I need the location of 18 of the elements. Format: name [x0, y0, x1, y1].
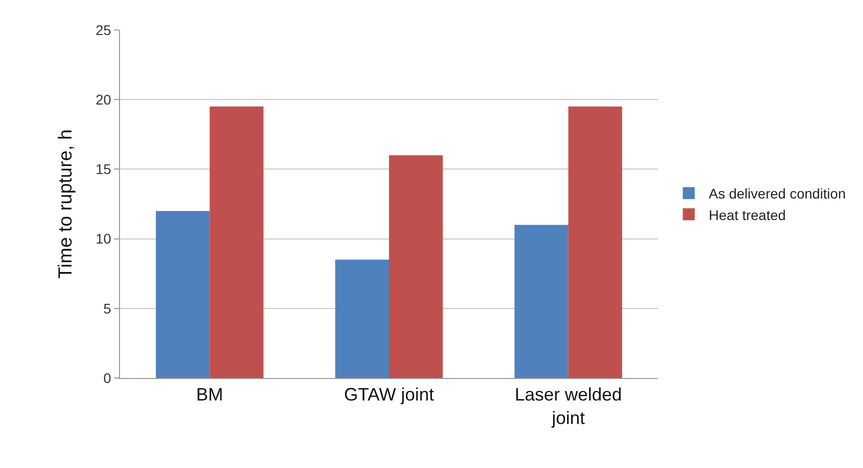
bar — [335, 260, 389, 378]
y-tick-label: 10 — [96, 230, 112, 247]
y-tick-label: 0 — [103, 370, 112, 386]
bar — [210, 106, 264, 378]
y-tick-label: 15 — [96, 161, 112, 178]
y-tick-label: 20 — [96, 92, 112, 108]
y-axis-title: Time to rupture, h — [55, 129, 76, 279]
y-tick-label: 25 — [96, 22, 112, 38]
bar — [514, 224, 568, 378]
x-tick-label: BM — [196, 384, 224, 405]
legend-label: Heat treated — [708, 206, 786, 223]
bar — [156, 210, 210, 378]
legend-label: As delivered condition — [708, 186, 846, 202]
x-tick-label: Laser welded joint — [514, 384, 622, 428]
bar — [389, 155, 443, 378]
bar — [568, 106, 622, 378]
y-tick-label: 5 — [103, 300, 112, 316]
x-tick-label: GTAW joint — [344, 384, 434, 405]
